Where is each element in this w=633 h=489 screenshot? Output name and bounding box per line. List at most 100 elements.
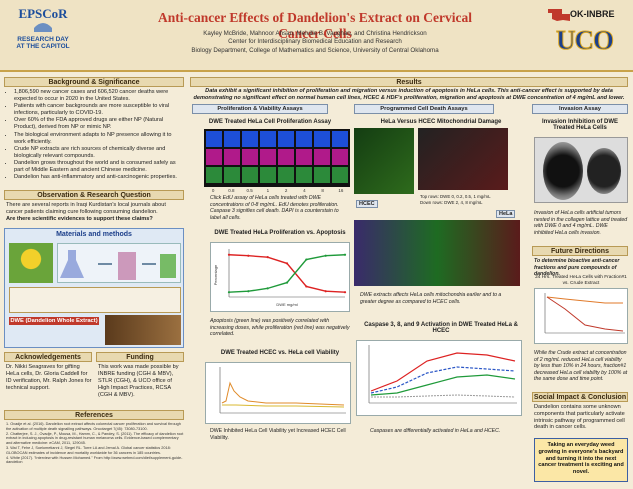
center-line: Center for Interdisciplinary Biomedical …	[228, 38, 402, 46]
apoptosis-point	[343, 253, 347, 256]
epscor-sub2: AT THE CAPITOL	[16, 43, 70, 50]
invasion-title: Invasion Inhibition of DWE Treated HeLa …	[542, 119, 618, 131]
results-summary: Data exhibit a significant inhibition of…	[193, 88, 625, 101]
cell-assay-diagram	[9, 287, 181, 313]
apoptosis-point	[324, 254, 327, 257]
proliferation-line	[228, 254, 346, 293]
micrograph-grid	[206, 131, 348, 183]
mito-lower-micrographs	[354, 220, 520, 286]
reference-item: 1. Ovadje et al. (2016). Dandelion root …	[6, 422, 181, 431]
flask-icon	[60, 250, 176, 280]
ok-inbre-text: OK-INBRE	[570, 9, 615, 19]
funding-text: This work was made possible by INBRE fun…	[98, 364, 179, 399]
observation-body: There are several reports in Iraqi Kurdi…	[6, 202, 166, 216]
viability-title: DWE Treated HCEC vs. HeLa cell Viability	[220, 350, 340, 356]
oklahoma-map-icon	[548, 9, 570, 21]
extraction-diagram	[57, 243, 181, 283]
apoptosis-point	[227, 291, 231, 294]
crude-extract-line	[546, 296, 623, 304]
observation-heading: Observation & Research Question	[4, 190, 184, 200]
social-text: Dandelion contains some unknown componen…	[534, 404, 625, 431]
fraction1-line	[546, 296, 624, 332]
funding-heading: Funding	[96, 352, 184, 362]
caspase9-hela-line	[370, 374, 516, 396]
apoptosis-point	[305, 258, 308, 261]
epscor-logo-text: EPSCoR	[18, 6, 68, 21]
mito-hela-label: HeLa	[496, 210, 516, 218]
reference-item: 4. White (2017). "Interview with Hussen …	[6, 455, 183, 465]
fraction-chart-svg	[544, 293, 625, 334]
proliferation-point	[305, 285, 308, 288]
capitol-dome-icon	[34, 23, 52, 32]
y-axis-label: Percentage	[213, 264, 218, 285]
authors-line: Kayley McBride, Mahnoor Ahsan, Melville …	[203, 30, 427, 37]
acknowledgements-heading: Acknowledgements	[4, 352, 92, 362]
prolif-apoptosis-caption: Apoptosis (green line) was positively co…	[210, 318, 350, 338]
bg-item: 1,806,590 new cancer cases and 606,520 c…	[14, 89, 184, 103]
proliferation-micrographs	[204, 129, 350, 187]
dose-label: 0.8	[228, 188, 235, 193]
caspase-caption: Caspases are differentially activated in…	[370, 428, 501, 434]
dose-label: 0.5	[246, 188, 253, 193]
social-highlight-box: Taking an everyday weed growing in every…	[534, 438, 628, 482]
invasion-caption: Invasion of HeLa cells artificial tumors…	[534, 210, 628, 236]
viability-chart-svg	[219, 367, 346, 414]
mito-legend-top: Top rows: DWE 0, 0.2, 0.5, 1 mg/mL	[420, 194, 491, 199]
x-axis-label: DWE mg/ml	[276, 302, 297, 307]
mito-caption: DWE extracts affects HeLa cells mitochon…	[360, 292, 502, 305]
line-chart-svg: DWE mg/ml Percentage	[213, 249, 347, 307]
tumor-treated-image	[587, 148, 621, 194]
research-question: Are there scientific evidences to suppor…	[6, 216, 153, 223]
tumor-control-image	[543, 142, 583, 200]
apoptosis-line	[228, 254, 346, 293]
background-list: 1,806,590 new cancer cases and 606,520 c…	[6, 89, 184, 181]
caspase-chart	[356, 340, 522, 416]
hcec-viability-line	[221, 381, 345, 406]
prolif-apoptosis-chart: DWE mg/ml Percentage	[210, 242, 350, 312]
caspase-chart-svg	[368, 345, 517, 404]
results-heading: Results	[190, 77, 628, 87]
bg-item: Dandelion has anti-inflammatory and anti…	[14, 174, 184, 181]
proliferation-point	[247, 254, 250, 257]
poster-title: Anti-cancer Effects of Dandelion's Extra…	[158, 10, 472, 41]
dept-line: Biology Department, College of Mathemati…	[191, 46, 439, 54]
methods-panel: Materials and methods DWE (Dandelion Who…	[4, 228, 184, 348]
methods-heading: Materials and methods	[56, 231, 132, 238]
poster-authors: Kayley McBride, Mahnoor Ahsan, Melville …	[140, 30, 490, 55]
caspase8-hela-line	[370, 366, 516, 394]
uco-text: UCO	[556, 25, 615, 56]
mito-hcec-label: HCEC	[356, 200, 378, 208]
apoptosis-point	[266, 287, 269, 290]
mito-hcec-micrographs	[354, 128, 414, 194]
future-caption: While the Crude extract at concentration…	[534, 350, 628, 383]
future-lead: To determine bioactive anti-cancer fract…	[534, 258, 620, 278]
tab-proliferation: Proliferation & Viability Assays	[192, 104, 328, 114]
dose-label: 2	[284, 188, 288, 193]
mito-title: HeLa Versus HCEC Mitochondrial Damage	[380, 119, 502, 125]
apoptosis-point	[285, 281, 289, 284]
mito-legend: Top rows: DWE 0, 0.2, 0.5, 1 mg/mL Down …	[420, 194, 510, 205]
acknowledgements-text: Dr. Nikki Seagraves for gifting HeLa cel…	[6, 364, 92, 392]
caspase-title: Caspase 3, 8, and 9 Activation in DWE Tr…	[364, 322, 518, 334]
apoptosis-point	[247, 290, 250, 293]
proliferation-dose-labels: 0 0.8 0.5 1 2 4 8 16	[204, 188, 350, 193]
hela-viability-line	[222, 404, 345, 408]
bg-item: Dandelion grows throughout the world and…	[14, 160, 184, 174]
proliferation-point	[324, 290, 327, 293]
dose-label: 1	[266, 188, 270, 193]
ok-inbre-logo: OK-INBRE UCO	[548, 5, 628, 65]
fraction-chart	[534, 288, 628, 344]
dose-label: 8	[321, 188, 324, 193]
dandelion-photo	[9, 243, 53, 283]
references-heading: References	[4, 410, 184, 420]
mito-legend-bottom: Down rows: DWE 2, 4, 8 mg/mL	[420, 199, 483, 205]
reference-item: 2. Chatterjee, S. J., Ovadje, P., Mousa,…	[6, 431, 184, 446]
future-chart-title: 24 Hrs. Treated HeLa Cells with Fraction…	[535, 275, 627, 286]
dwe-vial-photo	[105, 315, 181, 345]
proliferation-assay-title: DWE Treated HeLa Cell Proliferation Assa…	[208, 119, 332, 125]
background-heading: Background & Significance	[4, 77, 184, 87]
proliferation-point	[343, 291, 347, 294]
social-heading: Social Impact & Conclusion	[532, 392, 628, 402]
dose-label: 4	[303, 188, 306, 193]
dose-label: 16	[338, 188, 344, 193]
